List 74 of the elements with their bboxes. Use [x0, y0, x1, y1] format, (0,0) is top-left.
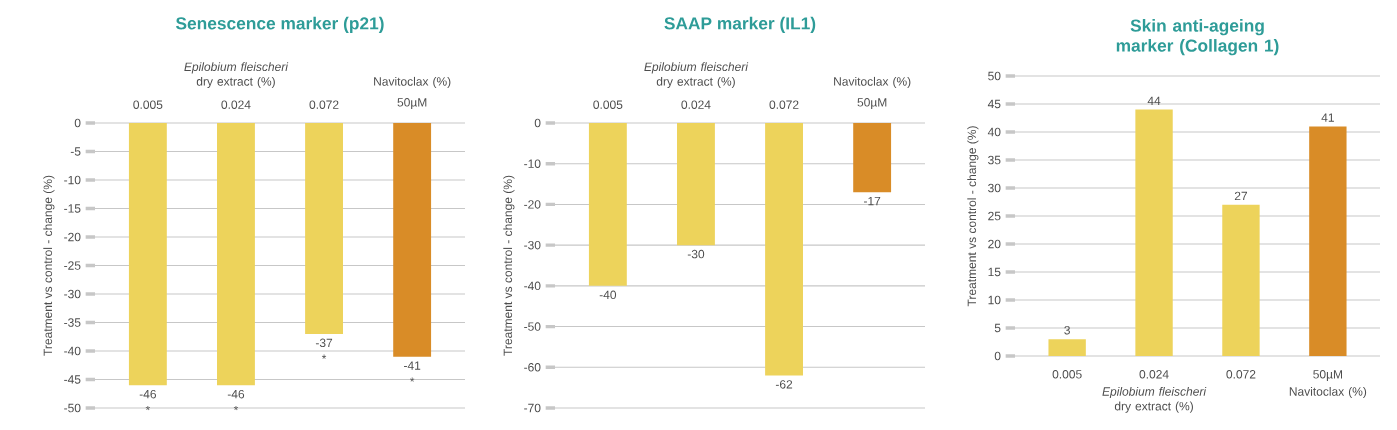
chart-title: SAAP marker (IL1)	[664, 16, 816, 33]
text: Navitoclax (%)	[834, 76, 911, 89]
y-tick-label: -40	[64, 346, 81, 356]
bar	[1048, 339, 1086, 356]
y-tick-label: -40	[524, 281, 541, 291]
data-label: -46	[139, 389, 157, 399]
data-label: 3	[1064, 325, 1070, 335]
y-tick-label: 5	[994, 323, 1001, 333]
data-label: -30	[687, 249, 705, 259]
y-tick-label: -70	[524, 403, 541, 413]
text: Epilobium fleischeri dry extract (%)	[184, 62, 289, 89]
x-tick-label: 0.024	[1139, 370, 1169, 379]
data-label: -17	[864, 196, 881, 206]
x-tick-label: 0.005	[133, 100, 163, 109]
data-label: -46	[227, 389, 245, 399]
y-tick-label: 15	[988, 267, 1001, 277]
y-axis-title: Treatment vs control - change (%)	[967, 126, 979, 307]
chart-title: Skin anti-ageing marker (Collagen 1)	[1116, 19, 1279, 56]
y-tick-label: 0	[534, 118, 541, 128]
text: Epilobium fleischeri dry extract (%)	[1102, 386, 1207, 413]
y-tick-label: -50	[524, 322, 541, 331]
y-tick-label: 45	[987, 99, 1001, 109]
x-tick-label: 0.072	[769, 100, 799, 109]
y-axis-title: Treatment vs control - change (%)	[43, 175, 55, 356]
y-tick-label: 50	[988, 71, 1001, 81]
y-tick-label: -30	[64, 289, 81, 299]
y-tick-label: 25	[988, 211, 1001, 221]
y-tick-label: 0	[994, 351, 1001, 361]
y-tick-label: -20	[524, 200, 541, 209]
x-tick-label: 0.005	[1052, 370, 1082, 379]
annotation: *	[233, 405, 239, 411]
y-tick-label: -35	[64, 318, 81, 327]
data-label: 41	[1321, 113, 1334, 122]
x-tick-label: 0.072	[1226, 370, 1256, 379]
y-tick-label: 30	[988, 183, 1001, 193]
y-tick-label: -10	[524, 159, 541, 168]
bar	[1135, 109, 1173, 356]
text: Navitoclax (%)	[1289, 386, 1367, 399]
y-tick-label: -60	[524, 363, 541, 372]
x-tick-label: 0.005	[593, 100, 623, 109]
y-tick-label: 20	[988, 239, 1001, 249]
y-tick-label: -50	[64, 403, 81, 413]
data-label: -41	[404, 361, 421, 370]
y-tick-label: -20	[64, 232, 81, 242]
data-label: 27	[1234, 191, 1248, 201]
x-tick-label: 50µM	[857, 98, 887, 109]
text: Epilobium fleischeri dry extract (%)	[644, 62, 749, 89]
chart-title: Senescence marker (p21)	[175, 16, 384, 33]
y-tick-label: 10	[988, 295, 1001, 305]
y-tick-label: -25	[64, 261, 81, 270]
x-tick-label: 50µM	[397, 98, 427, 109]
data-label: -62	[775, 380, 793, 389]
x-tick-label: 50µM	[1313, 370, 1342, 381]
text: Navitoclax (%)	[374, 76, 451, 89]
y-tick-label: -5	[70, 147, 81, 156]
y-tick-label: 35	[988, 155, 1001, 165]
data-label: 44	[1147, 96, 1161, 105]
bar	[1309, 126, 1347, 356]
data-label: -40	[599, 290, 617, 300]
y-axis-title: Treatment vs control - change (%)	[503, 175, 515, 356]
y-tick-label: -10	[64, 175, 81, 185]
x-tick-label: 0.024	[221, 100, 251, 109]
y-tick-label: -30	[524, 240, 541, 250]
annotation: *	[145, 405, 150, 411]
x-tick-label: 0.024	[681, 100, 711, 109]
bar	[1222, 204, 1260, 356]
y-tick-label: 40	[987, 127, 1001, 137]
annotation: *	[410, 377, 415, 382]
x-tick-label: 0.072	[309, 100, 339, 109]
y-tick-label: -15	[64, 204, 81, 213]
data-label: -37	[315, 338, 333, 348]
annotation: *	[321, 354, 327, 359]
y-tick-label: 0	[74, 118, 81, 128]
y-tick-label: -45	[64, 375, 81, 384]
